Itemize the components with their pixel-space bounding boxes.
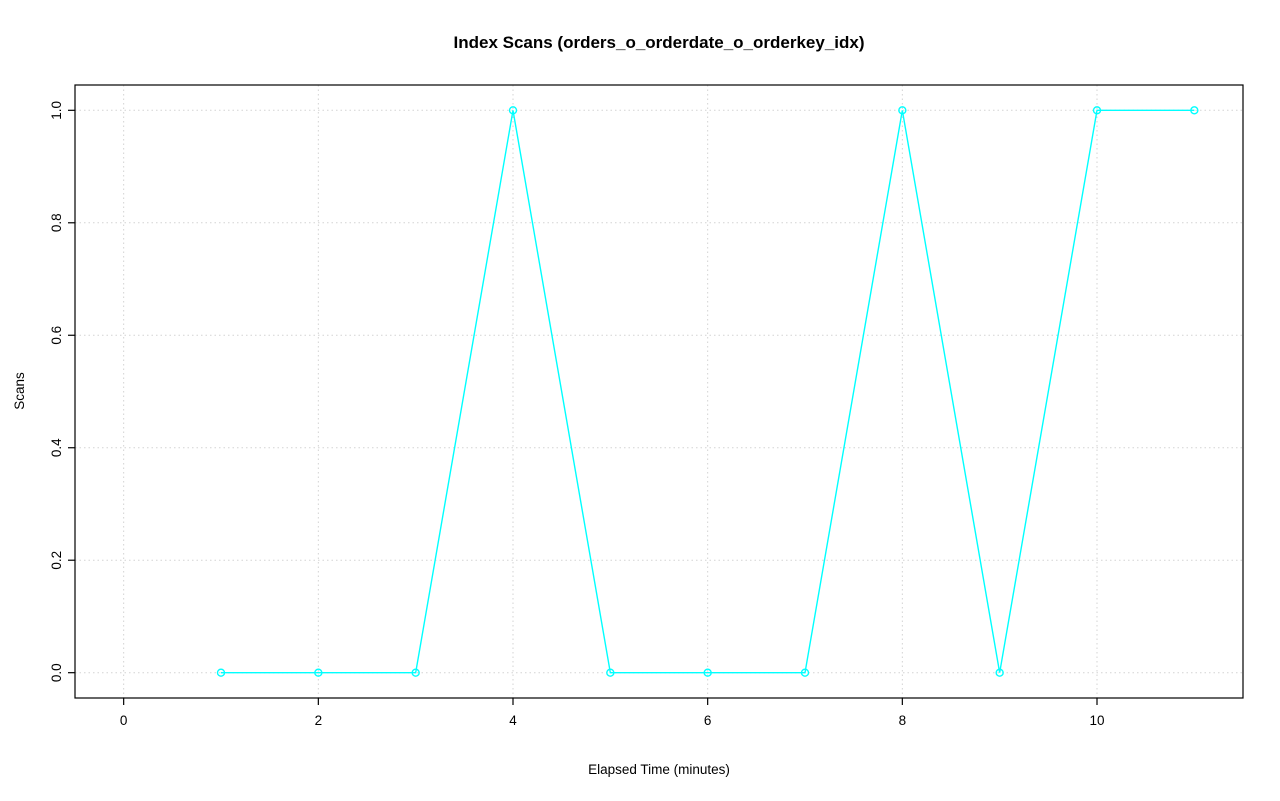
data-point [703, 668, 712, 677]
y-tick-label: 0.8 [49, 213, 64, 232]
data-point [411, 668, 420, 677]
y-tick-label: 0.4 [49, 438, 64, 457]
data-point [606, 668, 615, 677]
data-point [216, 668, 226, 677]
y-tick-label: 0.2 [49, 551, 64, 570]
data-point [314, 668, 323, 677]
data-point [800, 668, 810, 677]
x-axis-title: Elapsed Time (minutes) [588, 762, 730, 777]
x-tick-label: 0 [120, 713, 128, 728]
x-tick-label: 4 [509, 713, 517, 728]
plot-box [74, 84, 1244, 699]
data-point [898, 106, 907, 115]
y-tick-label: 1.0 [49, 101, 64, 120]
series-line [221, 109, 1195, 674]
y-tick-label: 0.6 [49, 326, 64, 345]
x-tick-label: 10 [1089, 713, 1104, 728]
x-tick-label: 6 [704, 713, 712, 728]
data-point [1092, 106, 1102, 115]
y-tick-label: 0.0 [49, 663, 64, 682]
data-point [995, 668, 1004, 677]
chart-title: Index Scans (orders_o_orderdate_o_orderk… [453, 33, 865, 52]
data-point [1190, 106, 1199, 115]
x-tick-label: 2 [315, 713, 323, 728]
data-point [508, 106, 518, 115]
y-axis-title: Scans [12, 372, 27, 410]
x-tick-label: 8 [899, 713, 907, 728]
